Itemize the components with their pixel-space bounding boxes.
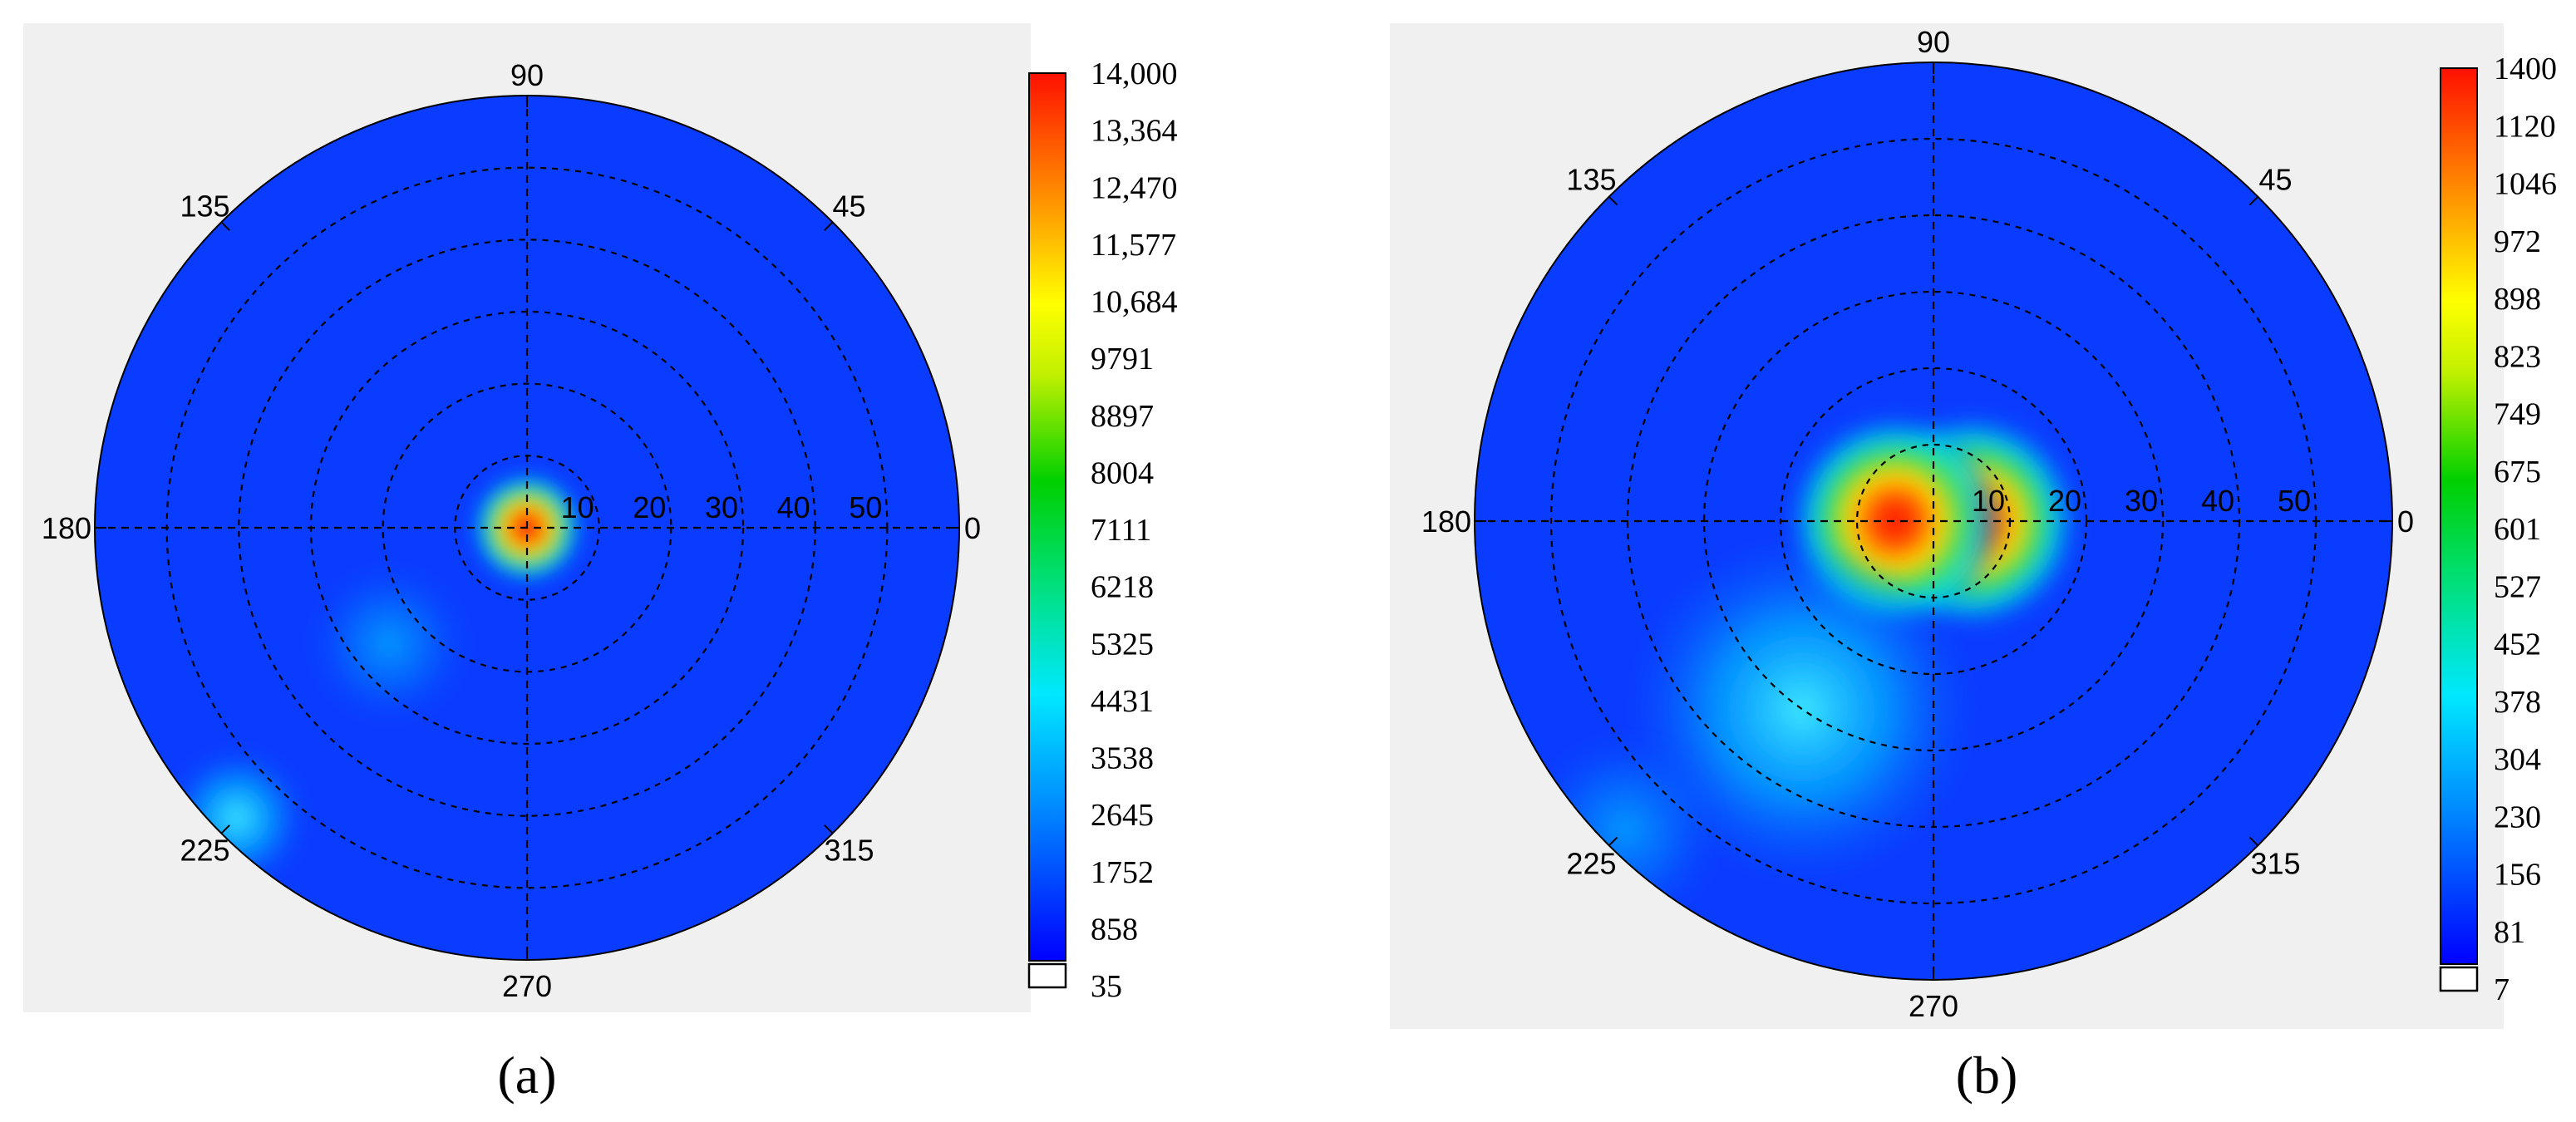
colorbar-tick-label: 898 — [2494, 282, 2541, 317]
radial-label: 50 — [849, 490, 882, 524]
colorbar-tick-label: 35 — [1091, 969, 1122, 1004]
angle-label: 0 — [964, 511, 981, 545]
radial-label: 20 — [633, 490, 666, 524]
angle-label: 225 — [1566, 847, 1616, 881]
colorbar-tick-label: 8897 — [1091, 399, 1154, 434]
colorbar-tick-label: 12,470 — [1091, 170, 1178, 205]
angle-tick — [220, 824, 230, 834]
angle-tick — [824, 824, 834, 834]
angle-tick — [2248, 836, 2259, 847]
radial-label: 10 — [1972, 484, 2005, 518]
angle-label: 270 — [1909, 989, 1958, 1023]
colorbar-tick-label: 452 — [2494, 627, 2541, 662]
radial-label: 20 — [2048, 484, 2081, 518]
heatmap-peak — [308, 563, 470, 725]
colorbar-below-range-swatch — [2439, 966, 2479, 992]
colorbar-tick-label: 13,364 — [1091, 114, 1178, 149]
panel-a: 0 45 90 135 180 225 270 315 10 20 30 40 50 14,000 13,… — [23, 23, 1178, 1105]
colorbar-tick-label: 81 — [2494, 915, 2525, 950]
angle-label: 135 — [180, 189, 229, 224]
colorbar-tick-label: 749 — [2494, 397, 2541, 432]
colorbar: 1400 1120 1046 972 898 823 749 675 601 527 452 378 3… — [2439, 52, 2557, 1007]
colorbar-tick-label: 601 — [2494, 512, 2541, 547]
colorbar-tick-label: 11,577 — [1091, 228, 1176, 263]
colorbar-tick-label: 230 — [2494, 800, 2541, 834]
radial-label: 30 — [705, 490, 738, 524]
angle-label: 180 — [1421, 504, 1471, 539]
colorbar-tick-label: 1046 — [2494, 167, 2557, 202]
radial-label: 40 — [777, 490, 810, 524]
angle-tick — [1608, 836, 1618, 847]
colorbar-tick-label: 378 — [2494, 685, 2541, 720]
angle-tick — [220, 221, 230, 231]
colorbar-tick-label: 4431 — [1091, 684, 1154, 719]
colorbar-tick-label: 823 — [2494, 339, 2541, 374]
colorbar-tick-label: 10,684 — [1091, 285, 1178, 320]
angle-label: 45 — [2259, 162, 2293, 196]
colorbar-tick-label: 8004 — [1091, 455, 1154, 490]
colorbar-tick-label: 1400 — [2494, 52, 2557, 86]
colorbar-tick-label: 675 — [2494, 455, 2541, 490]
angle-label: 45 — [832, 189, 865, 224]
colorbar-below-range-swatch — [1027, 962, 1067, 989]
radial-label: 40 — [2201, 484, 2234, 518]
angle-label: 270 — [502, 969, 552, 1003]
colorbar-tick-label: 5325 — [1091, 627, 1154, 662]
angle-label: 90 — [510, 58, 544, 92]
colorbar-tick-label: 2645 — [1091, 798, 1154, 833]
angle-label: 135 — [1566, 162, 1616, 196]
angle-tick — [2248, 195, 2259, 206]
angle-label: 315 — [2250, 847, 2300, 881]
polar-plot: 0 45 90 135 180 225 270 315 10 20 30 40 50 — [42, 58, 981, 1003]
angle-label: 0 — [2397, 504, 2414, 539]
colorbar-tick-label: 858 — [1091, 912, 1138, 947]
colorbar-tick-label: 7 — [2494, 972, 2510, 1007]
angle-tick — [1608, 195, 1618, 206]
radial-label: 10 — [561, 490, 594, 524]
radial-label: 50 — [2278, 484, 2311, 518]
colorbar-tick-label: 1752 — [1091, 855, 1154, 890]
angle-label: 180 — [42, 511, 91, 545]
radial-label: 30 — [2125, 484, 2158, 518]
colorbar-gradient — [2440, 67, 2478, 965]
colorbar-tick-label: 304 — [2494, 742, 2541, 777]
colorbar-tick-label: 14,000 — [1091, 57, 1178, 91]
polar-plot: 0 45 90 135 180 225 270 315 10 20 30 40 50 — [1421, 25, 2414, 1023]
radial-grid-ring — [1702, 290, 2165, 752]
colorbar-gradient — [1028, 72, 1066, 962]
angle-label: 315 — [824, 833, 874, 867]
colorbar-tick-label: 527 — [2494, 569, 2541, 604]
angle-tick — [824, 221, 834, 231]
colorbar-tick-label: 6218 — [1091, 570, 1154, 605]
colorbar-tick-label: 972 — [2494, 224, 2541, 259]
colorbar-tick-label: 3538 — [1091, 741, 1154, 776]
colorbar-tick-label: 9791 — [1091, 342, 1154, 376]
colorbar-tick-label: 1120 — [2494, 109, 2556, 144]
panel-caption: (a) — [497, 1046, 556, 1105]
colorbar: 14,000 13,364 12,470 11,577 10,684 9791 8897 80… — [1027, 57, 1178, 1004]
colorbar-tick-label: 7111 — [1091, 513, 1151, 548]
colorbar-tick-label: 156 — [2494, 858, 2541, 893]
panel-caption: (b) — [1956, 1046, 2018, 1105]
angle-label: 225 — [180, 833, 229, 867]
angle-label: 90 — [1917, 25, 1950, 59]
